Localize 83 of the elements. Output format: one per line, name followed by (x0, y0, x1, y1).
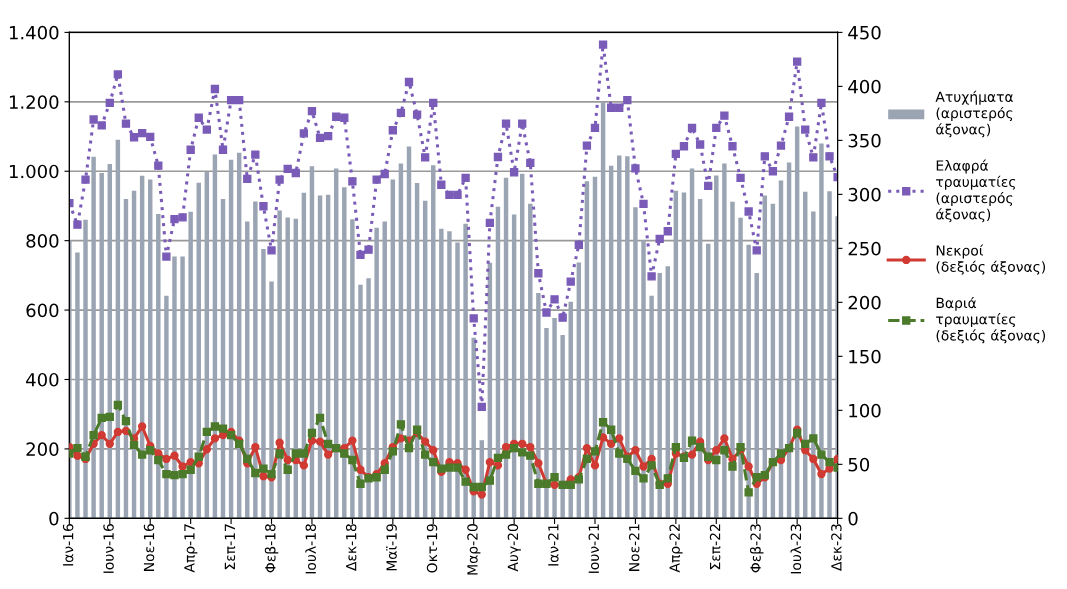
bar (544, 328, 549, 519)
bar (269, 281, 274, 519)
x-tick-label: Ιουλ-18 (305, 524, 316, 574)
y-tick-label: 600 (26, 303, 59, 318)
bar (99, 172, 104, 519)
bar (819, 143, 824, 519)
bar (649, 295, 654, 519)
bar (277, 210, 282, 519)
x-tick-label: Απρ-17 (184, 524, 198, 573)
x-tick-label: Δεκ-23 (831, 524, 842, 571)
bar (350, 219, 355, 519)
bar (83, 219, 88, 519)
bar (164, 295, 169, 519)
bar (722, 163, 727, 519)
x-tick-label: Ιαν-21 (548, 524, 559, 566)
bar (188, 211, 193, 519)
x-tick-label: Φεβ-23 (749, 524, 764, 573)
bar (156, 213, 161, 519)
bar (730, 201, 735, 519)
bar (560, 335, 565, 519)
bar (261, 248, 266, 519)
legend-label: Ατυχήματα (αριστερός άξονας) (935, 90, 1013, 138)
bar (172, 256, 177, 519)
y-tick-label: 0 (49, 511, 59, 526)
x-tick-label: Νοε-16 (143, 524, 155, 571)
legend-label: Νεκροί (δεξιός άξονας) (936, 244, 1046, 275)
bar (285, 217, 290, 519)
y2-tick-label: 300 (848, 187, 881, 202)
bar (75, 252, 80, 519)
x-tick-label: Δεκ-18 (345, 524, 357, 571)
bar (827, 191, 832, 519)
legend-label: Ελαφρά τραυματίες (αριστερός άξονας) (936, 159, 1016, 223)
x-tick-label: Απρ-22 (669, 524, 683, 573)
x-tick-label: Σεπ-22 (709, 524, 721, 570)
legend-label: Βαριά τραυματίες (δεξιός άξονας) (936, 296, 1046, 344)
bar (439, 228, 444, 519)
y-tick-label: 800 (26, 234, 59, 248)
bar (342, 187, 347, 519)
bar (447, 231, 452, 519)
bar (811, 211, 816, 519)
y2-tick-label: 350 (848, 133, 881, 148)
y-tick-label: 1.400 (9, 25, 59, 40)
bar (528, 203, 533, 519)
y2-tick-label: 400 (848, 79, 881, 94)
x-tick-label: Νοε-21 (628, 524, 640, 571)
x-tick-label: Σεπ-17 (224, 524, 236, 570)
y2-tick-label: 250 (848, 241, 881, 256)
bar (455, 242, 460, 519)
bar (358, 284, 363, 519)
bar (714, 175, 719, 519)
bar (463, 223, 468, 519)
bar (253, 201, 258, 519)
y2-tick-label: 0 (848, 511, 858, 526)
bar (471, 337, 476, 519)
bar (738, 217, 743, 519)
bar (746, 244, 751, 519)
y-tick-label: 200 (26, 442, 59, 457)
y2-tick-label: 150 (849, 349, 881, 364)
bar (552, 318, 557, 519)
bar (91, 156, 96, 519)
x-tick-label: Μαϊ-19 (386, 524, 397, 571)
bar (633, 207, 638, 519)
bar (657, 272, 662, 519)
bar (374, 227, 379, 519)
bar (366, 278, 371, 519)
x-tick-label: Ιουλ-23 (790, 524, 802, 574)
bar (641, 239, 646, 519)
x-tick-label: Οκτ-19 (426, 524, 438, 573)
y2-tick-label: 450 (848, 25, 881, 40)
y-tick-label: 1.200 (9, 95, 59, 109)
bar (625, 156, 630, 519)
y-tick-label: 1.000 (9, 164, 59, 179)
x-tick-label: Αυγ-20 (507, 524, 521, 572)
x-tick-label: Φεβ-18 (264, 524, 279, 573)
bar (180, 256, 185, 519)
x-tick-label: Μαρ-20 (467, 524, 481, 575)
x-tick-label: Ιουν-21 (588, 524, 600, 573)
x-tick-label: Ιαν-16 (62, 524, 74, 566)
x-tick-label: Ιουν-16 (103, 524, 114, 573)
y-tick-label: 400 (26, 372, 59, 387)
y2-tick-label: 100 (849, 403, 881, 418)
y2-tick-label: 50 (848, 457, 870, 472)
y2-tick-label: 200 (848, 295, 881, 310)
